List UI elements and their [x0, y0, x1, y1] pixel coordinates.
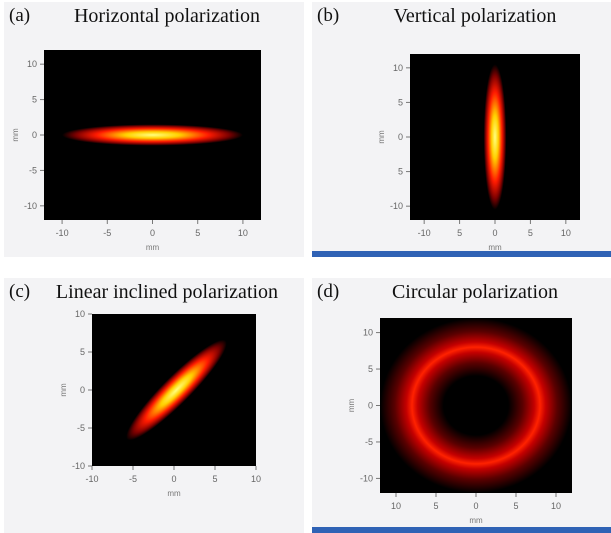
y-tick-label: 5: [368, 364, 373, 374]
y-tick-label: 5: [32, 95, 37, 105]
beam-plot: 10 5 0 5 10 10 5 0 -5 -10 mm mm: [347, 318, 572, 525]
y-tick-label: -5: [29, 165, 37, 175]
x-tick-label: 0: [150, 228, 155, 238]
beam-spot: [483, 64, 507, 210]
panel-title: Circular polarization: [391, 281, 559, 303]
panel-label: (a): [9, 5, 31, 26]
x-tick-label: 5: [513, 501, 518, 511]
beam-plot: -10 -5 0 5 10 10 5 0 -5 -10 mm mm: [11, 50, 261, 252]
beam-ring: [380, 318, 572, 493]
panel-a: (a) Horizontal polarization -10 -5 0 5 10 10 5…: [4, 2, 304, 257]
panel-band: [312, 251, 611, 257]
y-axis-label: mm: [59, 383, 68, 397]
x-axis-label: mm: [469, 516, 483, 525]
x-tick-label: -10: [85, 474, 98, 484]
x-tick-label: 10: [561, 228, 571, 238]
panel-title: Horizontal polarization: [73, 5, 261, 27]
x-axis-label: mm: [146, 243, 160, 252]
beam-plot: -10 5 0 5 10 10 5 0 5 -10 mm mm: [377, 54, 580, 252]
y-tick-label: -5: [77, 423, 85, 433]
y-tick-label: 10: [363, 328, 373, 338]
x-tick-label: -5: [103, 228, 111, 238]
panel-c: (c) Linear inclined polarization -10 -5 0 5…: [4, 278, 304, 533]
y-tick-label: 10: [393, 63, 403, 73]
y-tick-label: 0: [32, 130, 37, 140]
panel-label: (c): [9, 281, 31, 302]
panel-title: Linear inclined polarization: [55, 281, 279, 303]
panel-title: Vertical polarization: [393, 5, 557, 27]
x-tick-label: 5: [433, 501, 438, 511]
y-tick-label: 0: [80, 385, 85, 395]
panel-label: (d): [317, 281, 340, 302]
beam-plot: -10 -5 0 5 10 10 5 0 -5 -10 mm mm: [59, 309, 261, 498]
panel-b: (b) Vertical polarization -10 5 0 5 10 10 5 0 5-…: [312, 2, 611, 257]
y-tick-label: 0: [398, 132, 403, 142]
x-tick-label: 0: [492, 228, 497, 238]
y-tick-label: 10: [27, 59, 37, 69]
x-tick-label: 5: [528, 228, 533, 238]
y-tick-label: 5: [398, 97, 403, 107]
y-axis-label: mm: [11, 128, 20, 142]
x-tick-label: -10: [56, 228, 69, 238]
y-tick-label: -10: [390, 201, 403, 211]
y-axis-label: mm: [347, 399, 356, 413]
x-tick-label: 10: [391, 501, 401, 511]
x-tick-label: 10: [551, 501, 561, 511]
x-tick-label: -5: [129, 474, 137, 484]
x-tick-label: 0: [171, 474, 176, 484]
beam-spot: [126, 339, 227, 441]
y-tick-label: -10: [72, 461, 85, 471]
y-tick-label: -5: [365, 437, 373, 447]
x-tick-label: 5: [195, 228, 200, 238]
y-tick-label: 10: [75, 309, 85, 319]
x-tick-label: 5: [457, 228, 462, 238]
y-tick-label: 5: [398, 167, 403, 177]
y-tick-label: -10: [360, 473, 373, 483]
y-axis-label: mm: [377, 130, 386, 144]
y-tick-label: 5: [80, 347, 85, 357]
beam-spot: [62, 124, 243, 146]
x-tick-label: 10: [251, 474, 261, 484]
y-tick-label: -10: [24, 201, 37, 211]
x-axis-label: mm: [488, 243, 502, 252]
x-tick-label: -10: [418, 228, 431, 238]
y-tick-label: 0: [368, 401, 373, 411]
x-tick-label: 10: [238, 228, 248, 238]
x-tick-label: 5: [212, 474, 217, 484]
panel-label: (b): [317, 5, 340, 26]
figure: (a) Horizontal polarization -10 -5 0 5 10 10 5…: [4, 2, 611, 533]
panel-d: (d) Circular polarization 10 5 0 5 10 10 5 0 -5 -…: [312, 278, 611, 533]
x-axis-label: mm: [167, 489, 181, 498]
x-tick-label: 0: [473, 501, 478, 511]
